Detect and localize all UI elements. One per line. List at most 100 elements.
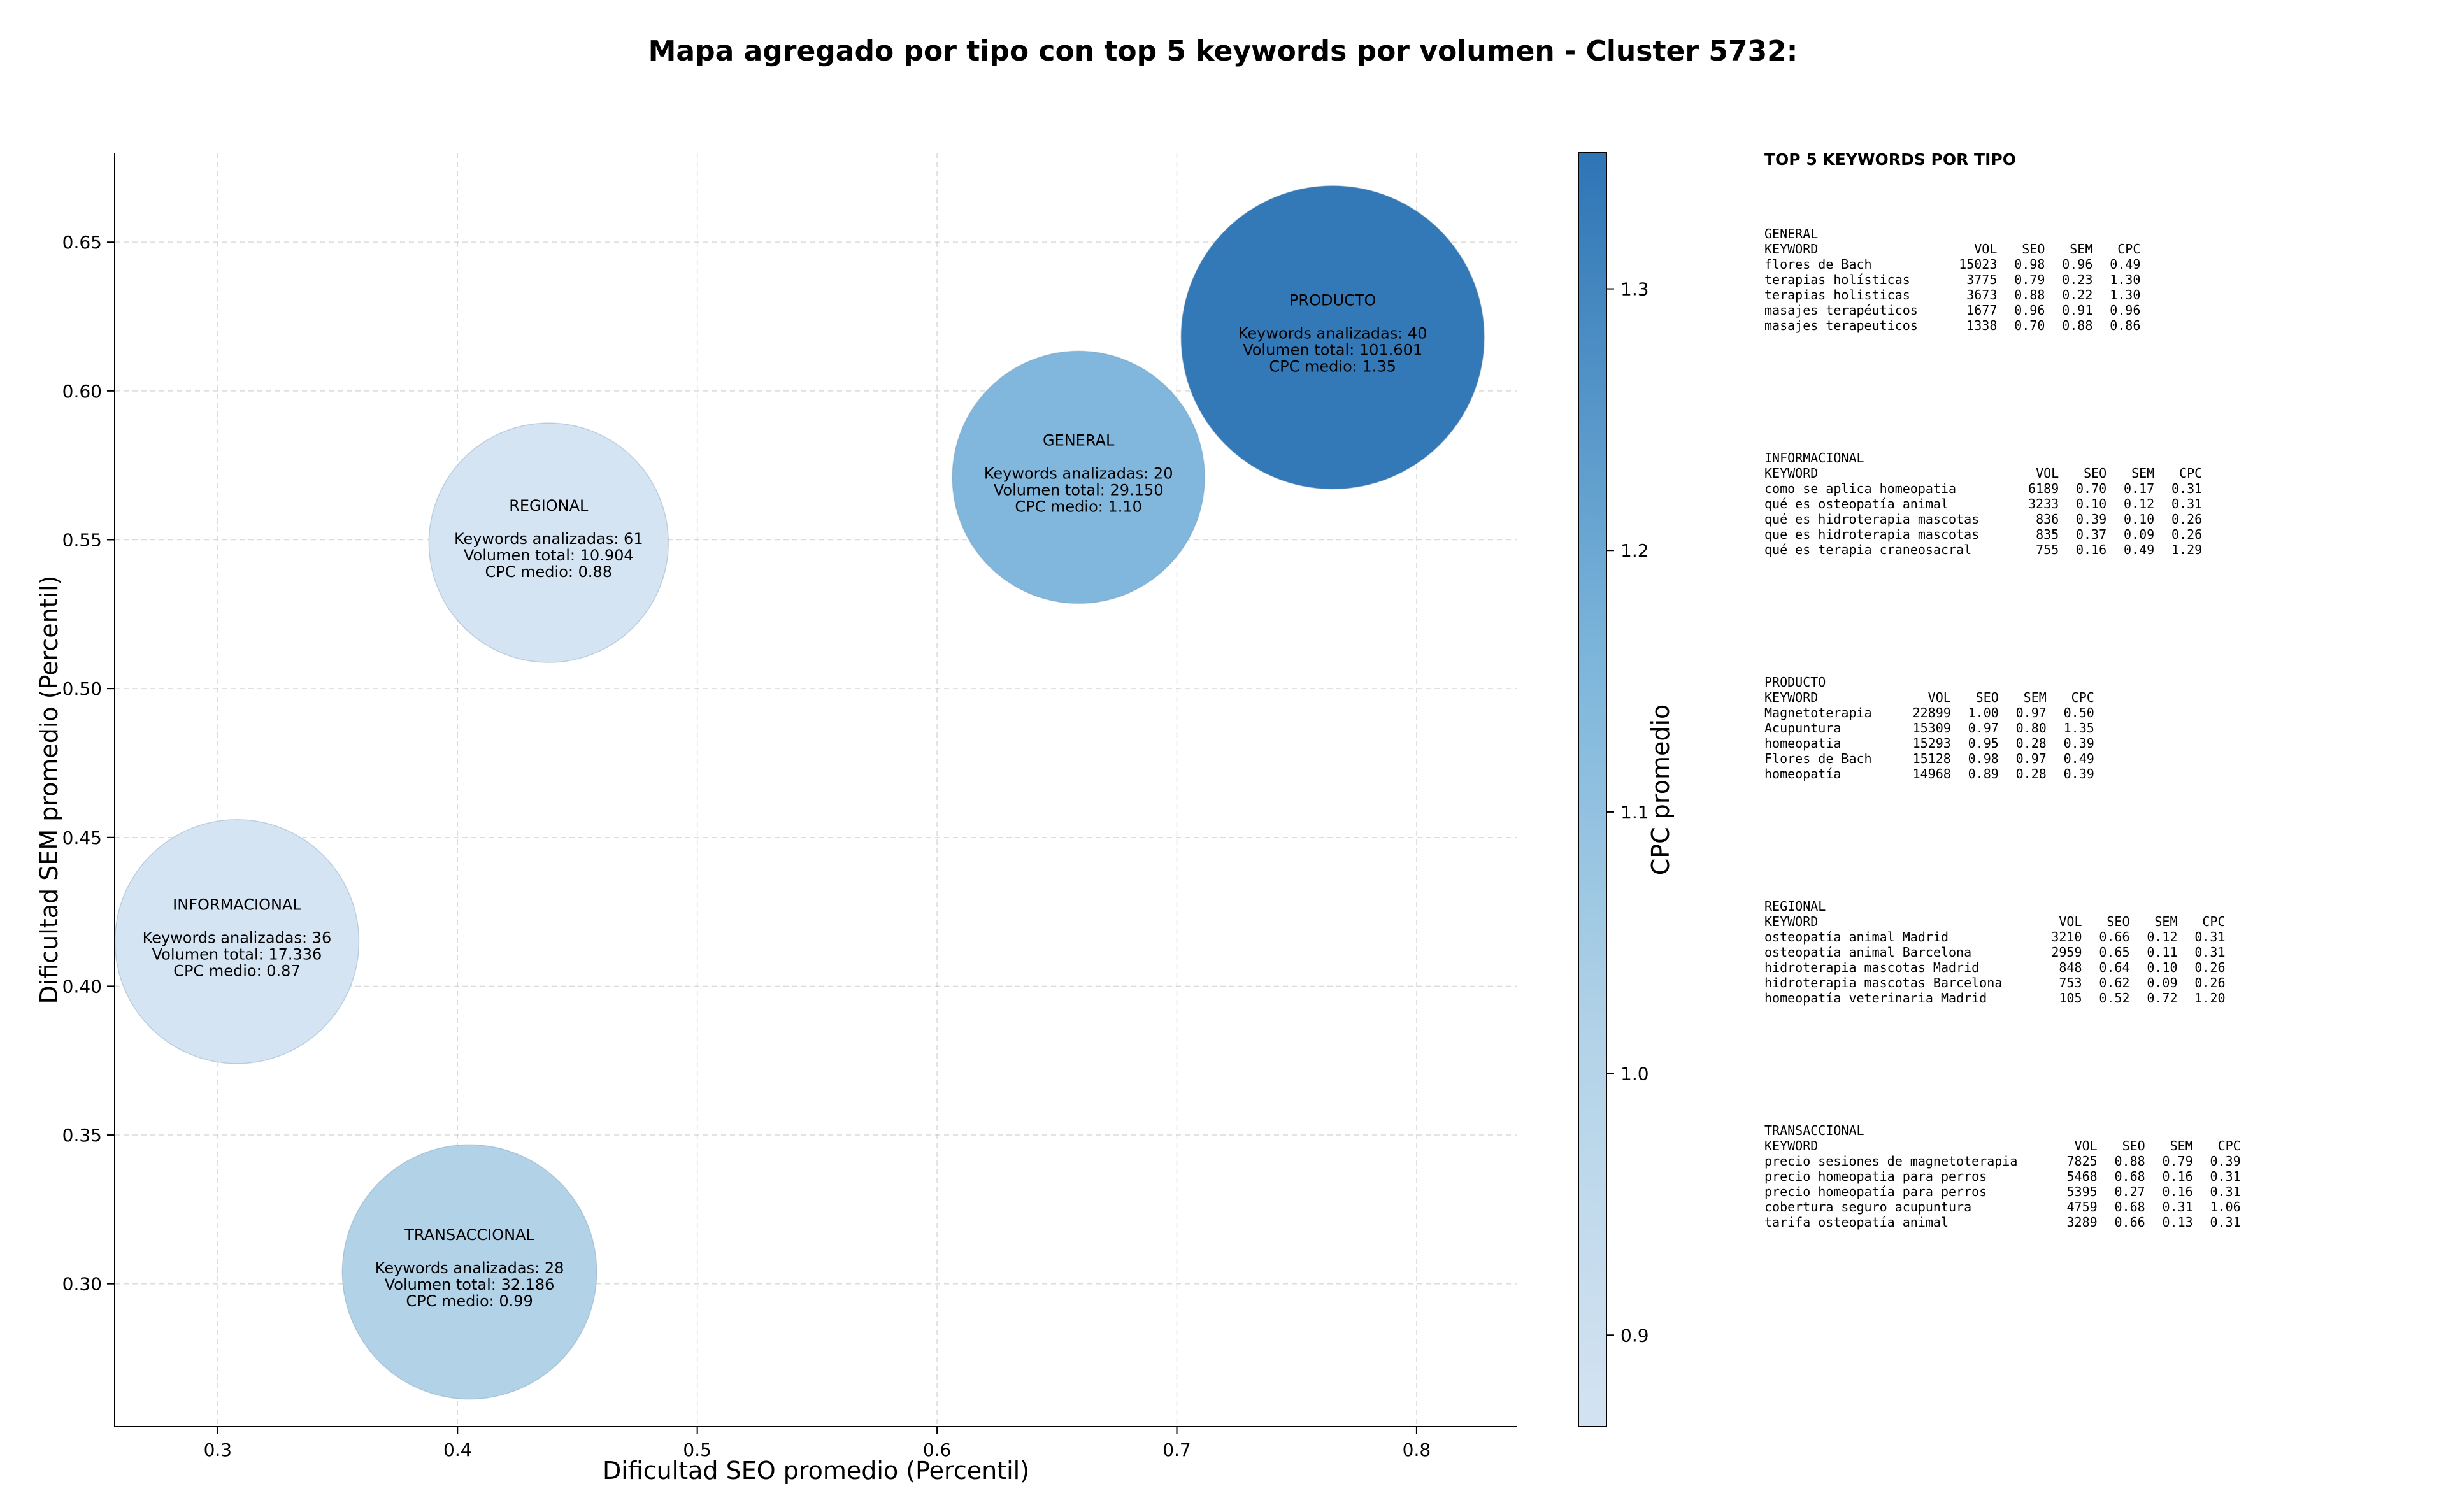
keyword-cell: KEYWORD: [1764, 1138, 1819, 1153]
x-tick-label: 0.8: [1403, 1439, 1431, 1460]
bubble-volume-label: Volumen total: 17.336: [152, 945, 322, 963]
x-tick-label: 0.3: [204, 1439, 232, 1460]
metric-cell: SEO: [2084, 466, 2107, 481]
bubble-label: GENERAL: [1043, 431, 1115, 449]
metric-cell: 0.22: [2062, 287, 2093, 303]
metric-cell: 0.10: [2124, 511, 2155, 527]
bubble-keywords-label: Keywords analizadas: 40: [1238, 325, 1427, 343]
metric-cell: 0.68: [2114, 1199, 2145, 1215]
bubble-group: INFORMACIONAL Keywords analizadas: 36Volu…: [114, 819, 360, 1064]
keyword-cell: osteopatía animal Madrid: [1764, 929, 1949, 945]
keyword-row: hidroterapia mascotas Madrid 848 0.64 0.10 0…: [1764, 960, 2401, 975]
metric-cell: 0.39: [2210, 1153, 2241, 1169]
x-axis-label: Dificultad SEO promedio (Percentil): [603, 1457, 1029, 1485]
metric-cell: 0.39: [2076, 511, 2107, 527]
bubble: [341, 1144, 597, 1400]
metric-cell: 0.66: [2114, 1215, 2145, 1230]
metric-cell: 3289: [2066, 1215, 2098, 1230]
metric-cell: 0.98: [1968, 751, 1999, 766]
keyword-cell: Magnetoterapia: [1764, 705, 1872, 720]
colorbar: 0.9 1.0 1.1 1.2 1.3 CPC promedio: [1578, 152, 1675, 1427]
keyword-cell: KEYWORD: [1764, 241, 1819, 257]
keyword-group: REGIONAL KEYWORD VOL SEO SEM CPC osteopatía an…: [1764, 899, 2401, 1123]
metric-cell: 0.31: [2210, 1169, 2241, 1184]
keyword-cell: que es hidroterapia mascotas: [1764, 527, 1980, 542]
y-tick-label: 0.45: [62, 827, 102, 848]
metric-cell: 0.11: [2147, 945, 2178, 960]
bubble: [428, 422, 669, 663]
keyword-group-name: PRODUCTO: [1764, 674, 1826, 690]
keyword-group-name: INFORMACIONAL: [1764, 450, 1864, 466]
keyword-row: qué es terapia craneosacral 755 0.16 0.49 1.…: [1764, 542, 2401, 557]
keyword-cell: qué es terapia craneosacral: [1764, 542, 1972, 557]
metric-cell: 0.52: [2099, 990, 2130, 1006]
keyword-row: Magnetoterapia 22899 1.00 0.97 0.50: [1764, 705, 2401, 720]
metric-cell: 0.39: [2063, 736, 2094, 751]
keyword-cell: osteopatía animal Barcelona: [1764, 945, 1972, 960]
metric-cell: 0.62: [2099, 975, 2130, 990]
bubble-label: REGIONAL: [509, 497, 589, 515]
metric-cell: 755: [2036, 542, 2059, 557]
metric-cell: SEO: [2022, 241, 2045, 257]
metric-cell: 5468: [2066, 1169, 2098, 1184]
metric-cell: 5395: [2066, 1184, 2098, 1199]
metric-cell: 7825: [2066, 1153, 2098, 1169]
metric-cell: CPC: [2071, 690, 2094, 705]
keyword-cell: precio homeopatia para perros: [1764, 1169, 1987, 1184]
keyword-cell: precio homeopatía para perros: [1764, 1184, 1987, 1199]
metric-cell: 0.91: [2062, 303, 2093, 318]
bubble-volume-label: Volumen total: 101.601: [1243, 341, 1422, 359]
bubble-volume-label: Volumen total: 32.186: [385, 1276, 555, 1294]
metric-cell: 0.31: [2194, 945, 2226, 960]
bubble-group: TRANSACCIONAL Keywords analizadas: 28Volu…: [341, 1144, 597, 1400]
metric-cell: 0.79: [2162, 1153, 2193, 1169]
metric-cell: 15309: [1912, 720, 1951, 736]
metric-cell: 753: [2059, 975, 2082, 990]
x-tick-label: 0.6: [923, 1439, 952, 1460]
metric-cell: 1.29: [2171, 542, 2203, 557]
keyword-cell: Acupuntura: [1764, 720, 1842, 736]
bubble-cpc-label: CPC medio: 1.35: [1269, 358, 1396, 376]
metric-cell: 3775: [1966, 272, 1998, 287]
bubble-volume-label: Volumen total: 10.904: [464, 546, 634, 564]
metric-cell: 0.09: [2147, 975, 2178, 990]
metric-cell: 0.26: [2194, 975, 2226, 990]
panel-title: TOP 5 KEYWORDS POR TIPO: [1764, 150, 2016, 169]
metric-cell: 0.31: [2210, 1184, 2241, 1199]
metric-cell: 0.50: [2063, 705, 2094, 720]
keyword-cell: tarifa osteopatía animal: [1764, 1215, 1949, 1230]
metric-cell: 105: [2059, 990, 2082, 1006]
bubble: [1180, 185, 1485, 490]
metric-cell: 4759: [2066, 1199, 2098, 1215]
metric-cell: 0.27: [2114, 1184, 2145, 1199]
bubble-volume-label: Volumen total: 29.150: [994, 481, 1164, 499]
metric-cell: 0.96: [2014, 303, 2045, 318]
keyword-row: homeopatía veterinaria Madrid 105 0.52 0.72…: [1764, 990, 2401, 1006]
keyword-cell: masajes terapéuticos: [1764, 303, 1918, 318]
metric-cell: 835: [2036, 527, 2059, 542]
metric-cell: SEM: [2170, 1138, 2193, 1153]
keyword-row: flores de Bach 15023 0.98 0.96 0.49: [1764, 257, 2401, 272]
keyword-row: precio homeopatia para perros 5468 0.68 0.1…: [1764, 1169, 2401, 1184]
keyword-table-header: KEYWORD VOL SEO SEM CPC: [1764, 914, 2401, 929]
x-tick-label: 0.5: [683, 1439, 712, 1460]
metric-cell: 6189: [2028, 481, 2059, 496]
keyword-cell: terapias holisticas: [1764, 287, 1910, 303]
metric-cell: 836: [2036, 511, 2059, 527]
metric-cell: CPC: [2202, 914, 2226, 929]
metric-cell: 1.35: [2063, 720, 2094, 736]
metric-cell: 0.12: [2147, 929, 2178, 945]
metric-cell: 0.17: [2124, 481, 2155, 496]
metric-cell: SEM: [2154, 914, 2178, 929]
metric-cell: 0.26: [2171, 511, 2203, 527]
metric-cell: 22899: [1912, 705, 1951, 720]
metric-cell: 0.96: [2062, 257, 2093, 272]
keyword-group: PRODUCTO KEYWORD VOL SEO SEM CPC Magnetoterapi…: [1764, 674, 2401, 899]
metric-cell: 15128: [1912, 751, 1951, 766]
metric-cell: VOL: [2074, 1138, 2098, 1153]
y-tick-label: 0.40: [62, 976, 102, 997]
keyword-cell: qué es hidroterapia mascotas: [1764, 511, 1980, 527]
axes: [114, 153, 1517, 1427]
metric-cell: 0.64: [2099, 960, 2130, 975]
